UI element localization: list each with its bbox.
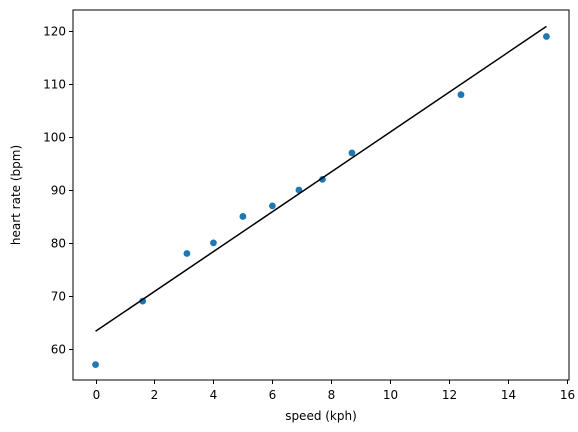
- x-tick-label: 16: [560, 388, 575, 402]
- y-tick-label: 70: [51, 290, 66, 304]
- data-point: [319, 175, 326, 183]
- x-tick-label: 0: [93, 388, 101, 402]
- data-point: [239, 213, 247, 220]
- x-tick-label: 6: [269, 388, 277, 402]
- x-axis-ticks: 0 2 4 6 8 10 12 14 16: [93, 380, 575, 402]
- data-point: [457, 91, 465, 99]
- x-tick-label: 8: [328, 388, 336, 402]
- x-tick-label: 2: [151, 388, 159, 402]
- y-tick-label: 100: [43, 131, 66, 145]
- y-tick-label: 120: [43, 25, 66, 39]
- data-point: [295, 186, 303, 194]
- y-axis-title: heart rate (bpm): [9, 145, 23, 245]
- data-point: [543, 33, 550, 40]
- plot-area: [92, 25, 550, 369]
- y-tick-label: 60: [51, 343, 66, 357]
- y-axis-ticks: 60 70 80 90 100 110 120: [43, 25, 73, 357]
- axes-frame: [72, 9, 570, 381]
- data-point: [139, 297, 147, 305]
- data-point: [92, 361, 99, 369]
- data-point: [348, 149, 356, 157]
- fit-line: [95, 25, 547, 332]
- y-tick-label: 110: [43, 78, 66, 92]
- data-point: [183, 250, 191, 257]
- x-axis-title: speed (kph): [285, 409, 357, 423]
- x-tick-label: 10: [383, 388, 398, 402]
- y-tick-label: 90: [51, 184, 66, 198]
- x-tick-label: 12: [442, 388, 457, 402]
- data-point: [268, 202, 276, 210]
- y-tick-label: 80: [51, 237, 66, 251]
- x-tick-label: 4: [210, 388, 218, 402]
- data-point: [210, 239, 217, 247]
- x-tick-label: 14: [501, 388, 516, 402]
